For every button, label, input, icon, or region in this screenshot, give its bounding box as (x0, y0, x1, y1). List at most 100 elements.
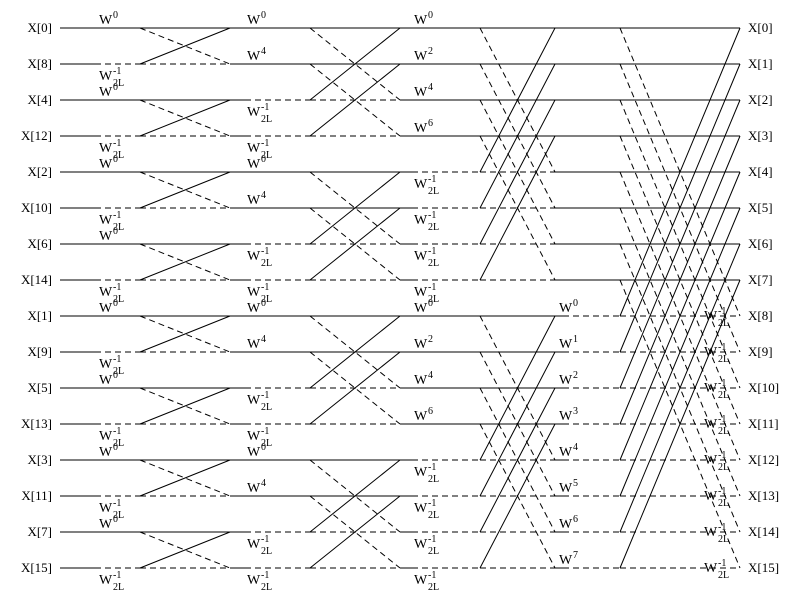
stage3-twiddle-top: W6 (414, 118, 433, 136)
svg-text:W: W (414, 49, 428, 64)
stage3-twiddle-top: W4 (414, 82, 433, 100)
svg-text:W: W (99, 501, 113, 516)
svg-text:W: W (414, 177, 428, 192)
svg-text:W: W (247, 141, 261, 156)
stage2-twiddle-top: W4 (247, 478, 266, 496)
svg-text:0: 0 (113, 10, 118, 21)
svg-text:-1: -1 (113, 354, 121, 365)
output-label: X[3] (748, 128, 773, 143)
svg-text:W: W (247, 285, 261, 300)
stage4-twiddle-top: W4 (559, 442, 578, 460)
svg-text:W: W (247, 393, 261, 408)
svg-text:-1: -1 (428, 246, 436, 257)
svg-text:W: W (99, 357, 113, 372)
stage4-twiddle-top: W2 (559, 370, 578, 388)
svg-text:W: W (247, 301, 261, 316)
stage3-twiddle-top: W2 (414, 334, 433, 352)
stage3-twiddle-top: W4 (414, 370, 433, 388)
stage2-twiddle-top: W4 (247, 46, 266, 64)
svg-text:W: W (414, 373, 428, 388)
svg-text:-1: -1 (261, 534, 269, 545)
input-label: X[9] (27, 344, 52, 359)
svg-text:-1: -1 (261, 138, 269, 149)
svg-text:-1: -1 (113, 138, 121, 149)
svg-text:2L: 2L (718, 354, 729, 365)
stage2-twiddle-top: W4 (247, 334, 266, 352)
stage4-twiddle-top: W0 (559, 298, 578, 316)
svg-text:-1: -1 (428, 210, 436, 221)
svg-text:-1: -1 (428, 282, 436, 293)
svg-text:2L: 2L (261, 402, 272, 413)
svg-text:W: W (99, 573, 113, 588)
svg-text:2L: 2L (261, 546, 272, 557)
svg-text:W: W (99, 85, 113, 100)
output-label: X[13] (748, 488, 779, 503)
svg-text:W: W (414, 573, 428, 588)
svg-text:W: W (704, 417, 718, 432)
svg-text:W: W (559, 517, 573, 532)
input-label: X[12] (21, 128, 52, 143)
stage1-twiddle-top: W0 (99, 514, 118, 532)
svg-text:-1: -1 (428, 174, 436, 185)
output-label: X[2] (748, 92, 773, 107)
svg-text:W: W (704, 345, 718, 360)
svg-text:0: 0 (113, 514, 118, 525)
svg-text:-1: -1 (261, 426, 269, 437)
stage1-twiddle-top: W0 (99, 154, 118, 172)
svg-text:-1: -1 (261, 390, 269, 401)
svg-text:2L: 2L (718, 462, 729, 473)
svg-text:W: W (247, 49, 261, 64)
svg-text:2L: 2L (428, 222, 439, 233)
svg-text:2: 2 (573, 370, 578, 381)
svg-text:W: W (414, 501, 428, 516)
svg-text:5: 5 (573, 478, 578, 489)
input-label: X[7] (27, 524, 52, 539)
input-label: X[10] (21, 200, 52, 215)
svg-text:W: W (247, 337, 261, 352)
svg-text:W: W (559, 445, 573, 460)
svg-text:0: 0 (113, 82, 118, 93)
stage2-twiddle-top: W0 (247, 442, 266, 460)
svg-text:0: 0 (261, 298, 266, 309)
svg-text:2L: 2L (718, 498, 729, 509)
output-label: X[7] (748, 272, 773, 287)
svg-text:W: W (247, 105, 261, 120)
stage1-twiddle-top: W0 (99, 226, 118, 244)
svg-text:4: 4 (261, 46, 266, 57)
svg-text:-1: -1 (261, 246, 269, 257)
svg-text:-1: -1 (113, 66, 121, 77)
svg-text:2L: 2L (718, 570, 729, 581)
svg-text:W: W (704, 489, 718, 504)
svg-text:W: W (99, 445, 113, 460)
svg-text:4: 4 (573, 442, 578, 453)
svg-text:0: 0 (113, 370, 118, 381)
output-label: X[8] (748, 308, 773, 323)
svg-text:W: W (247, 537, 261, 552)
svg-text:W: W (559, 301, 573, 316)
svg-text:-1: -1 (428, 570, 436, 581)
input-label: X[8] (27, 56, 52, 71)
svg-text:-1: -1 (113, 570, 121, 581)
stage2-twiddle-bot: W-12L (247, 534, 272, 557)
stage2-twiddle-bot: W-12L (247, 246, 272, 269)
svg-text:-1: -1 (718, 558, 726, 569)
svg-text:W: W (414, 85, 428, 100)
svg-text:W: W (247, 157, 261, 172)
svg-text:0: 0 (113, 226, 118, 237)
stage3-twiddle-bot: W-12L (414, 462, 439, 485)
svg-text:W: W (414, 301, 428, 316)
stage3-twiddle-bot: W-12L (414, 246, 439, 269)
svg-text:4: 4 (261, 478, 266, 489)
stage3-twiddle-top: W2 (414, 46, 433, 64)
stage4-twiddle-top: W7 (559, 550, 578, 568)
svg-text:0: 0 (428, 298, 433, 309)
input-label: X[5] (27, 380, 52, 395)
stage2-twiddle-bot: W-12L (247, 390, 272, 413)
svg-text:W: W (247, 573, 261, 588)
svg-text:W: W (704, 525, 718, 540)
svg-text:4: 4 (261, 334, 266, 345)
stage4-twiddle-top: W5 (559, 478, 578, 496)
svg-text:2: 2 (428, 46, 433, 57)
svg-text:W: W (99, 517, 113, 532)
svg-text:-1: -1 (428, 462, 436, 473)
